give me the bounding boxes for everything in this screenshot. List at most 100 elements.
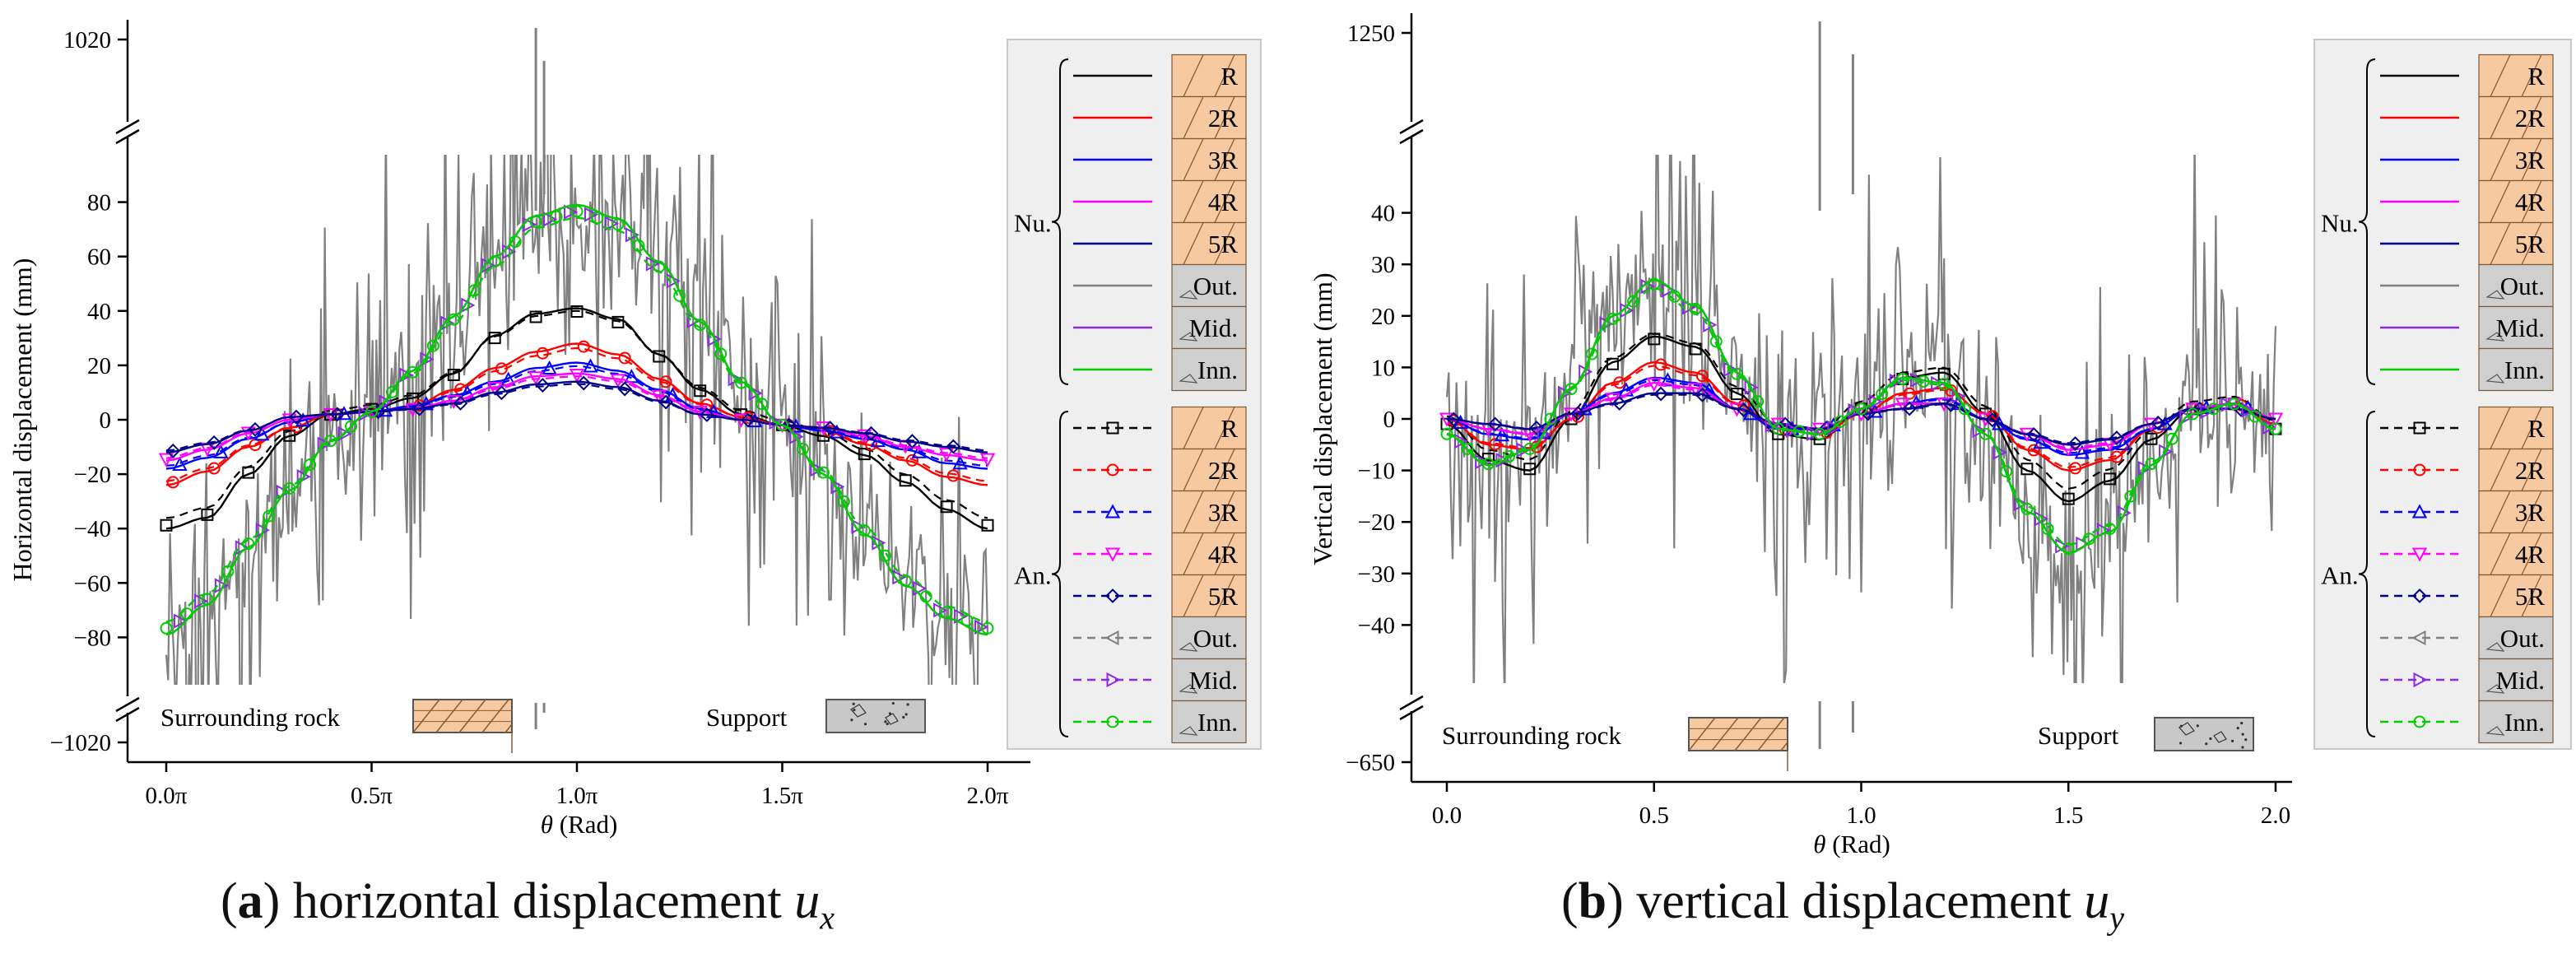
marker-Inn. (1896, 372, 1909, 385)
marker-Inn. (2082, 533, 2095, 546)
marker-Mid. (564, 204, 579, 220)
legend-label-Out.: Out. (2500, 272, 2545, 300)
marker-Mid. (625, 227, 639, 243)
marker-R (447, 368, 460, 381)
legend-swatch-Mid. (2478, 658, 2554, 702)
legend-brace-Nu. (2358, 58, 2376, 385)
rock-swatch-pattern (1688, 717, 1788, 771)
marker-Inn. (1627, 295, 1640, 308)
legend-marker-2R (1106, 463, 1119, 477)
marker-Inn. (2124, 490, 2137, 503)
y-tick-label: −60 (74, 570, 111, 597)
marker-Mid. (1972, 422, 1987, 439)
legend-swatch-3R (2478, 490, 2554, 534)
marker-Inn. (2228, 398, 2241, 411)
legend-label-2R: 2R (1208, 456, 1239, 485)
legend-hatch-4R (2490, 533, 2542, 575)
legend-swatch-Inn. (2478, 347, 2554, 392)
marker-Mid. (379, 394, 393, 410)
marker-Mid. (2179, 409, 2194, 426)
marker-Inn. (385, 385, 398, 398)
legend-label-4R: 4R (2515, 540, 2546, 569)
legend-marker-3R (2411, 504, 2428, 519)
axis-break-top (1399, 119, 1424, 145)
axis-break-bottom (1399, 695, 1424, 721)
x-tick-label: 0.5π (351, 783, 393, 809)
legend-swatch-2R (2478, 448, 2554, 492)
marker-Inn. (2104, 523, 2117, 536)
legend-swatch-Out. (1171, 263, 1247, 308)
legend-label-Out.: Out. (1193, 272, 1238, 300)
marker-Inn. (242, 537, 255, 551)
marker-R (160, 519, 173, 532)
marker-Inn. (2248, 410, 2262, 423)
marker-Inn. (919, 590, 932, 603)
marker-2R (2027, 444, 2040, 457)
support-swatch (825, 699, 926, 733)
marker-5R (2109, 430, 2124, 446)
marker-R (858, 448, 871, 461)
marker-5R (576, 375, 592, 391)
marker-Mid. (2241, 402, 2256, 418)
marker-Inn. (345, 420, 358, 433)
legend-label-2R: 2R (2515, 456, 2546, 485)
marker-2R (577, 340, 590, 353)
break-label-bottom: −1020 (50, 730, 111, 756)
marker-Inn. (1937, 377, 1951, 390)
x-tick-label: 1.0π (556, 783, 598, 809)
marker-5R (329, 407, 345, 422)
marker-R (1937, 367, 1951, 380)
legend-label-2R: 2R (2515, 104, 2546, 133)
marker-Inn. (981, 621, 994, 635)
legend-hatch-Inn. (2485, 726, 2505, 736)
marker-5R (946, 439, 961, 454)
marker-Inn. (858, 524, 871, 537)
legend-marker-R (1106, 421, 1119, 435)
legend-label-R: R (2527, 414, 2545, 443)
marker-Mid. (604, 216, 620, 231)
legend-hatch-Out. (1179, 290, 1198, 300)
legend-hatch-2R (2490, 449, 2542, 491)
legend-hatch-2R (1183, 96, 1235, 139)
marker-2R (618, 351, 631, 365)
marker-Inn. (2041, 523, 2054, 536)
marker-Mid. (1454, 433, 1469, 449)
legend-swatch-3R (1171, 137, 1247, 182)
break-label-bottom: −650 (1346, 750, 1395, 776)
zone-rock-label: Surrounding rock (1442, 721, 1621, 750)
marker-3R (1494, 427, 1510, 442)
legend-hatch-Out. (2485, 642, 2505, 652)
x-tick-label: 1.0 (1846, 802, 1876, 829)
y-tick-label: 80 (87, 190, 111, 216)
break-label-top: 1020 (63, 27, 111, 53)
marker-Inn. (899, 574, 912, 588)
legend-label-Mid.: Mid. (2496, 314, 2545, 342)
marker-3R (2116, 435, 2132, 450)
legend-hatch-2R (1183, 449, 1235, 491)
marker-Inn. (263, 509, 276, 523)
legend-hatch-Inn. (2485, 374, 2505, 384)
legend-swatch-Inn. (1171, 700, 1247, 744)
marker-4R (1646, 377, 1662, 393)
marker-Inn. (591, 212, 604, 225)
marker-Inn. (1523, 442, 1537, 455)
zone-rock-label: Surrounding rock (160, 703, 340, 732)
legend-label-Mid.: Mid. (1189, 314, 1238, 342)
legend-swatch-3R (1171, 490, 1247, 534)
series-4R-analytical (165, 375, 988, 459)
legend-label-3R: 3R (1208, 498, 1239, 527)
legend-label-2R: 2R (1208, 104, 1239, 133)
marker-Mid. (1475, 453, 1490, 470)
y-tick-label: 0 (100, 407, 112, 434)
marker-Inn. (756, 398, 769, 411)
legend-hatch-Out. (1179, 642, 1198, 652)
legend-label-R: R (1221, 414, 1238, 443)
marker-Inn. (1648, 277, 1661, 291)
series-R-analytical (1446, 333, 2276, 490)
legend-swatch-Mid. (2478, 305, 2554, 350)
legend-hatch-Mid. (2485, 332, 2505, 342)
marker-Inn. (1585, 347, 1598, 360)
legend-marker-4R (1104, 547, 1121, 562)
marker-2R (1613, 376, 1626, 389)
marker-4R (528, 371, 544, 386)
